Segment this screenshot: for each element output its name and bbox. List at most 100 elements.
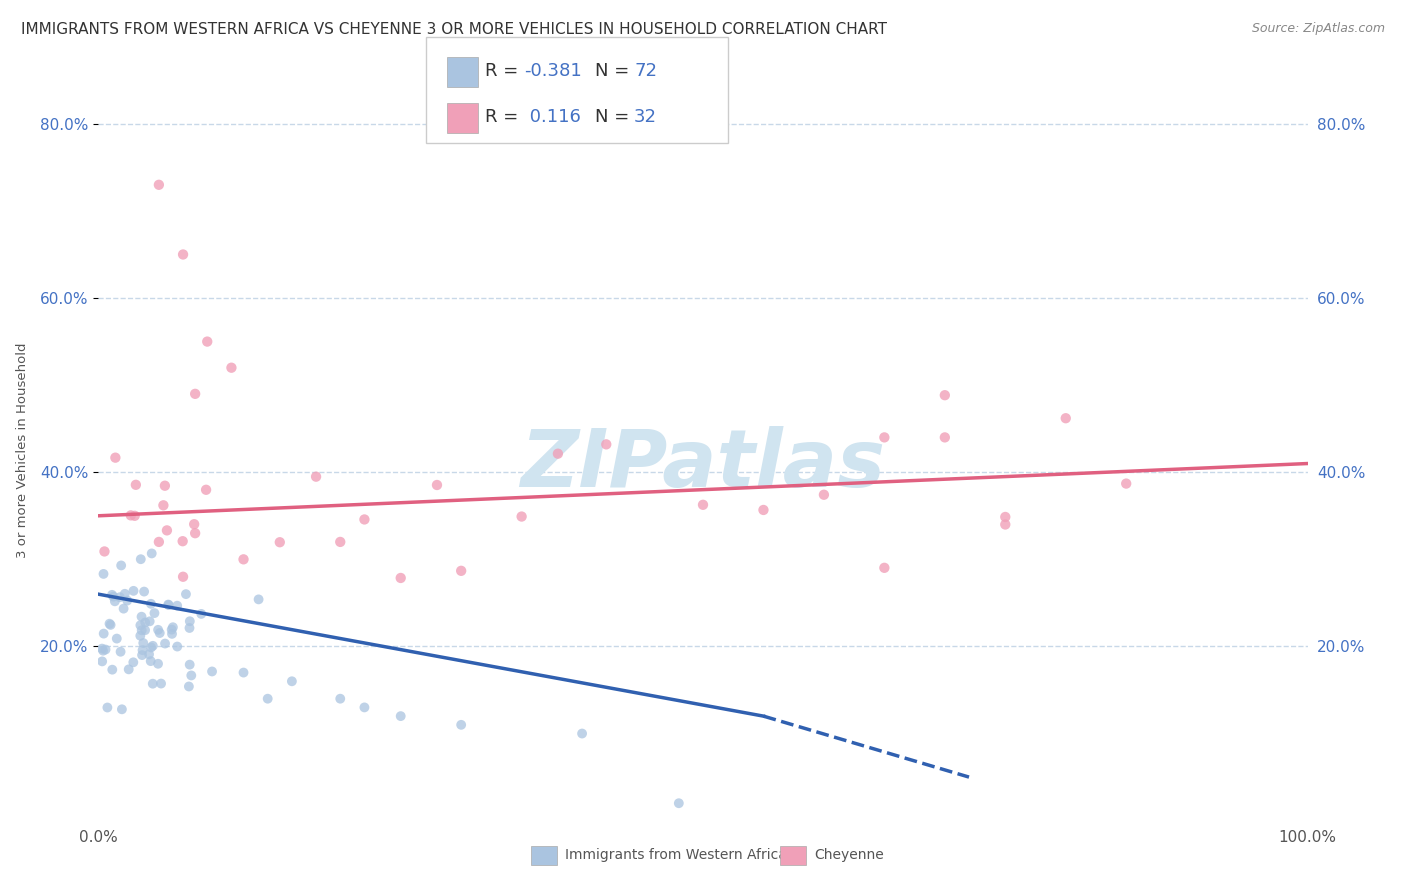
Text: IMMIGRANTS FROM WESTERN AFRICA VS CHEYENNE 3 OR MORE VEHICLES IN HOUSEHOLD CORRE: IMMIGRANTS FROM WESTERN AFRICA VS CHEYEN… (21, 22, 887, 37)
Point (873, 561, 896, 575)
Point (114, 587, 136, 601)
Point (103, 590, 125, 604)
Point (166, 640, 188, 654)
Point (179, 614, 201, 628)
Point (148, 178, 170, 192)
Text: N =: N = (595, 108, 634, 126)
Point (172, 247, 194, 261)
Point (141, 546, 163, 560)
Point (104, 450, 127, 465)
Text: ZIPatlas: ZIPatlas (520, 426, 886, 504)
Point (91, 641, 114, 656)
Point (93, 626, 115, 640)
Point (146, 623, 169, 637)
Point (153, 636, 176, 650)
Text: Source: ZipAtlas.com: Source: ZipAtlas.com (1251, 22, 1385, 36)
Point (150, 676, 173, 690)
Point (994, 517, 1017, 532)
Point (281, 674, 304, 689)
Point (139, 640, 162, 655)
Text: 72: 72 (634, 62, 657, 79)
Point (177, 680, 200, 694)
Point (112, 601, 135, 615)
Point (157, 598, 180, 612)
Point (129, 618, 152, 632)
Point (93, 566, 115, 581)
Point (156, 524, 179, 538)
Point (139, 597, 162, 611)
Point (174, 587, 197, 601)
Point (450, 564, 472, 578)
Point (232, 665, 254, 680)
Point (91, 643, 114, 657)
Point (510, 509, 533, 524)
Point (329, 691, 352, 706)
Point (157, 598, 180, 612)
Point (98, 616, 121, 631)
Point (256, 691, 278, 706)
Point (124, 508, 146, 523)
Point (94, 642, 117, 657)
Point (104, 594, 127, 608)
Point (450, 718, 472, 732)
Point (195, 483, 218, 497)
Point (1115, 476, 1137, 491)
Point (184, 526, 207, 541)
Point (110, 645, 132, 659)
Point (166, 599, 188, 613)
Point (1054, 411, 1077, 425)
Point (195, 334, 218, 349)
Point (122, 656, 145, 670)
Point (668, 796, 690, 810)
Point (129, 629, 152, 643)
Point (571, 726, 593, 740)
Point (153, 479, 176, 493)
Point (131, 609, 153, 624)
Point (595, 437, 617, 451)
Point (305, 469, 328, 483)
Point (149, 626, 172, 640)
Point (934, 388, 956, 402)
Point (426, 478, 449, 492)
Point (91, 654, 114, 668)
Text: N =: N = (595, 62, 634, 79)
Point (247, 592, 270, 607)
Text: Immigrants from Western Africa: Immigrants from Western Africa (565, 848, 787, 863)
Point (873, 430, 896, 444)
Point (96, 700, 118, 714)
Text: -0.381: -0.381 (524, 62, 582, 79)
Point (152, 498, 174, 512)
Text: 32: 32 (634, 108, 657, 126)
Point (994, 510, 1017, 524)
Text: R =: R = (485, 62, 524, 79)
Point (172, 534, 194, 549)
Point (132, 584, 155, 599)
Point (148, 535, 170, 549)
Point (172, 570, 194, 584)
Point (110, 558, 132, 573)
Point (101, 588, 124, 602)
Point (131, 648, 153, 662)
Point (329, 535, 352, 549)
Point (125, 478, 148, 492)
Point (134, 623, 156, 637)
Point (118, 662, 141, 676)
Point (934, 430, 956, 444)
Point (389, 709, 412, 723)
Point (183, 517, 205, 532)
Point (190, 607, 212, 621)
Point (122, 583, 145, 598)
Point (547, 447, 569, 461)
Point (201, 665, 224, 679)
Point (184, 387, 207, 401)
Point (179, 621, 201, 635)
Point (353, 700, 375, 714)
Point (232, 552, 254, 566)
Point (143, 606, 166, 620)
Point (142, 639, 165, 653)
Point (180, 668, 202, 682)
Point (101, 663, 124, 677)
Point (142, 676, 165, 690)
Point (100, 618, 122, 632)
Point (93, 544, 115, 558)
